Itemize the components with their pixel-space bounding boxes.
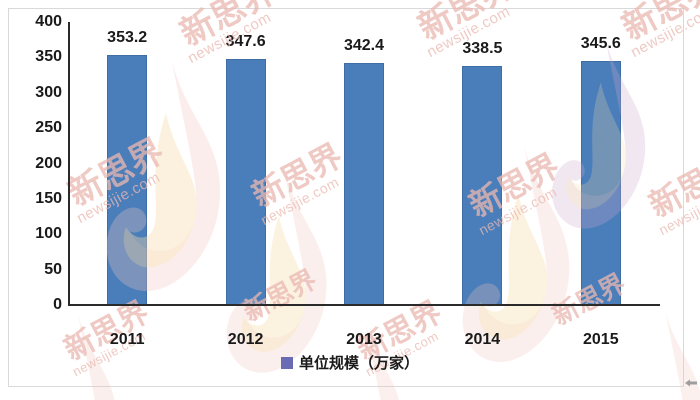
x-axis-tick-label: 2015: [583, 331, 619, 348]
bar-group: 353.2: [107, 22, 147, 305]
y-axis-tick-label: 0: [53, 296, 62, 313]
y-axis-tick-label: 400: [35, 13, 62, 30]
bar-value-label: 345.6: [580, 34, 621, 52]
bar-value-label: 342.4: [343, 36, 385, 54]
chart-legend: 单位规模（万家）: [0, 352, 700, 373]
y-axis-tick-label: 250: [35, 119, 62, 137]
bar-value-label: 338.5: [462, 39, 503, 57]
bar[interactable]: [580, 60, 621, 305]
bar[interactable]: [344, 62, 384, 305]
y-axis-tick-label: 350: [35, 48, 62, 66]
y-axis-line: [68, 22, 70, 306]
y-axis-tick-label: 100: [35, 225, 62, 243]
y-axis-tick-label: 50: [44, 260, 62, 278]
x-axis-tick-label: 2014: [464, 331, 501, 348]
bar-value-label: 353.2: [107, 29, 148, 47]
bar[interactable]: [107, 55, 148, 305]
legend-square-icon: [280, 356, 293, 369]
bar[interactable]: [225, 59, 266, 305]
y-axis-tick-labels: 400 350 300 250 200 150 100 50 0: [0, 0, 62, 400]
plot-area: 353.2 347.6 342.4 338.5 345.6: [68, 22, 660, 305]
bar-group: 338.5: [462, 22, 502, 305]
x-axis-tick-labels: 2011 2012 2013 2014 2015: [68, 22, 660, 348]
bar-value-label: 347.6: [225, 33, 266, 51]
y-axis-tick-label: 200: [35, 154, 62, 172]
y-axis-tick-label: 300: [35, 83, 62, 101]
bar[interactable]: [462, 65, 503, 305]
y-axis-tick-label: 150: [35, 189, 62, 207]
bar-group: 345.6: [581, 22, 621, 305]
left-arrow-icon[interactable]: [684, 378, 698, 388]
x-axis-line: [68, 304, 660, 306]
bar-group: 342.4: [344, 22, 384, 305]
x-axis-tick-label: 2013: [346, 331, 382, 348]
x-axis-tick-label: 2011: [109, 331, 145, 348]
bar-group: 347.6: [226, 22, 266, 305]
legend-entry-label: 单位规模（万家）: [298, 354, 419, 372]
x-axis-tick-label: 2012: [227, 331, 264, 348]
